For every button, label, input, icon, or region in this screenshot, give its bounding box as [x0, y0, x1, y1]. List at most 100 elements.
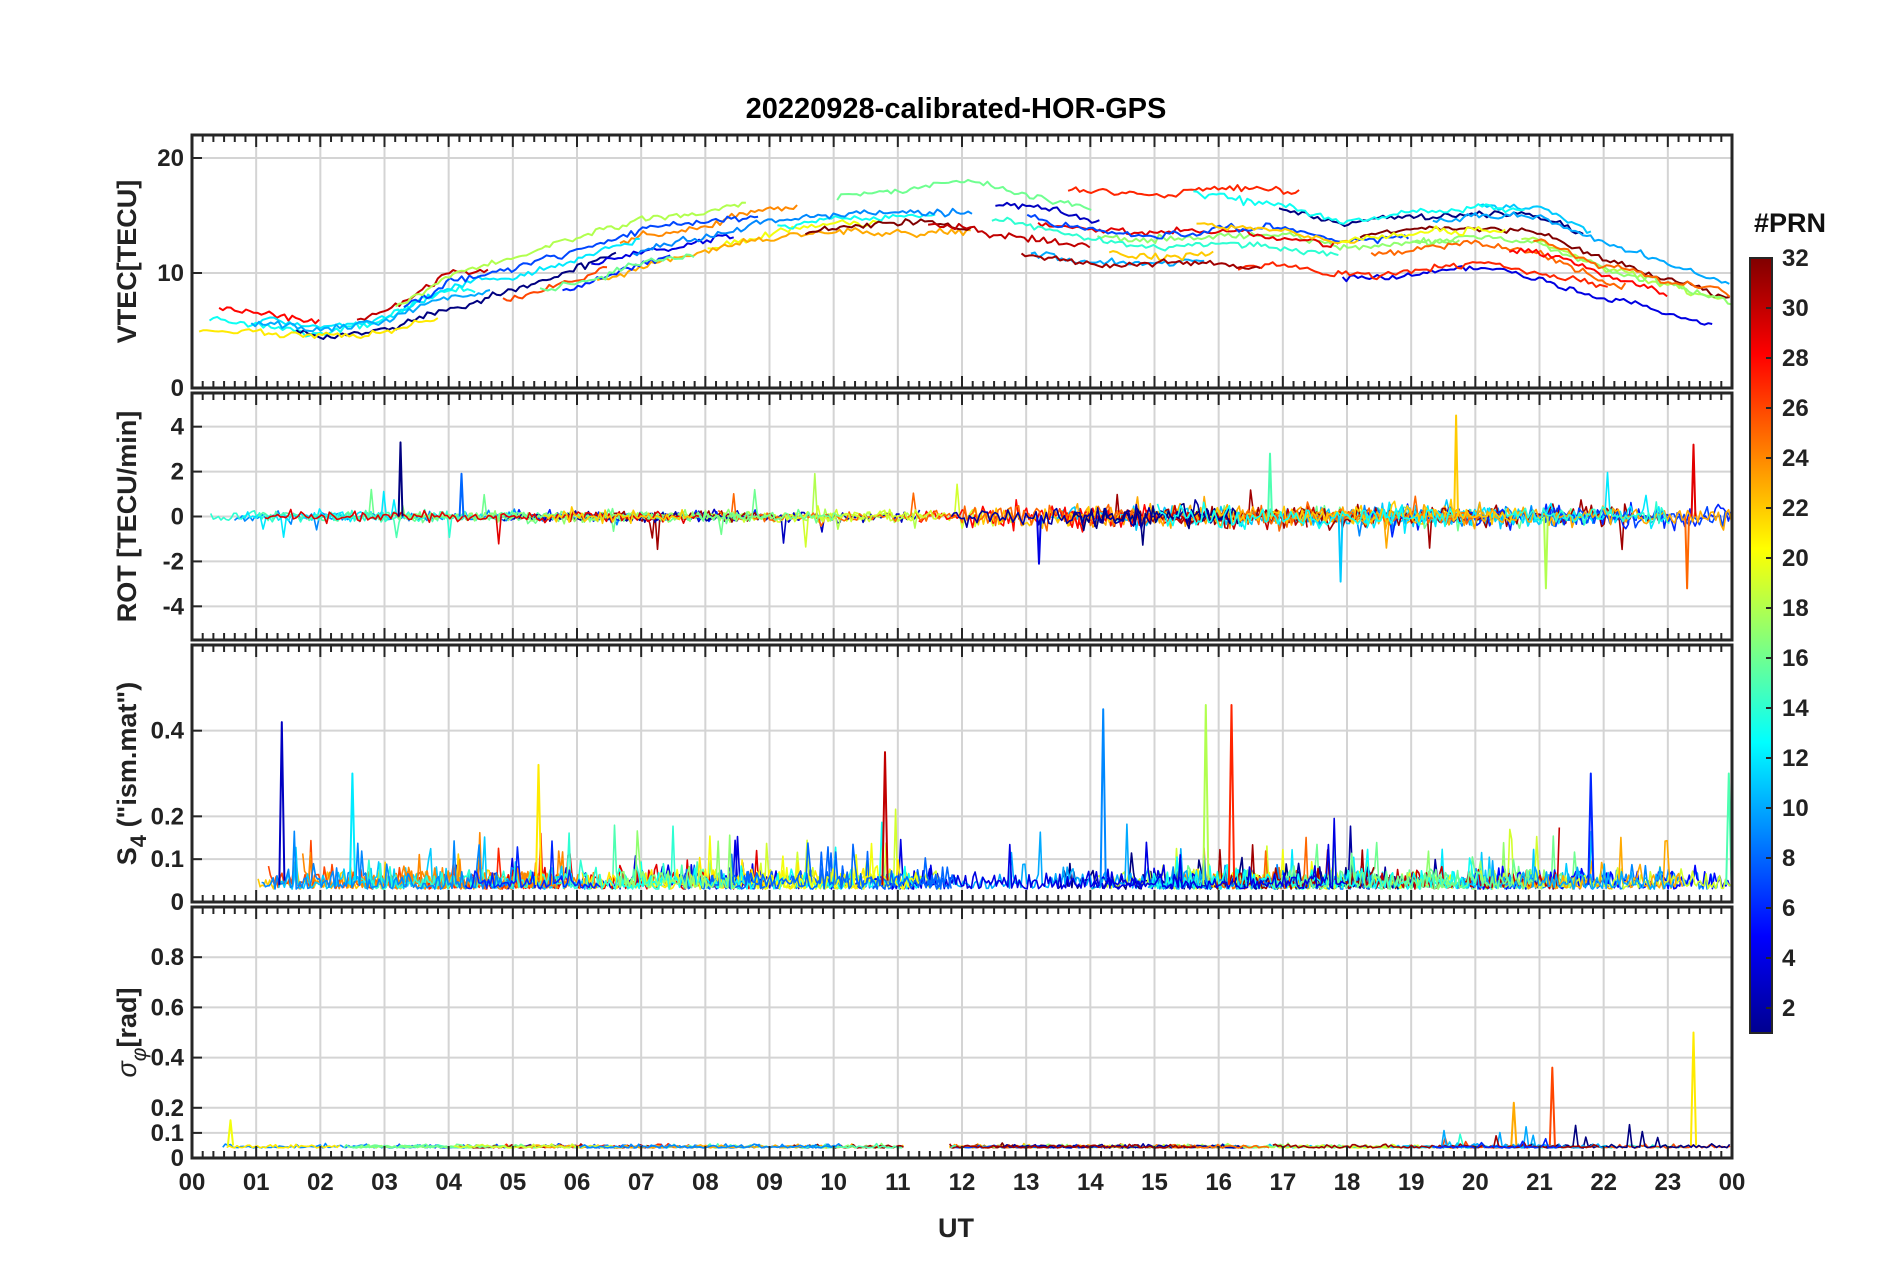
series-line — [1453, 414, 1459, 517]
series-line — [995, 201, 1100, 224]
series-line — [397, 441, 404, 517]
colorbar-tick-label: 4 — [1782, 945, 1796, 972]
series-line — [534, 763, 543, 885]
colorbar-tick-label: 24 — [1782, 445, 1809, 472]
colorbar-tick-label: 14 — [1782, 695, 1809, 722]
colorbar-tick-label: 28 — [1782, 345, 1809, 372]
series-line — [1359, 225, 1730, 299]
x-tick-label: 01 — [243, 1169, 270, 1196]
series-line — [581, 856, 911, 890]
series-line — [1508, 247, 1668, 298]
series-line — [836, 178, 1092, 211]
y-tick-label: 10 — [157, 260, 184, 287]
series-line — [1341, 265, 1713, 326]
series-group — [209, 414, 1732, 590]
x-ticks — [191, 645, 1733, 902]
series-line — [1020, 252, 1261, 270]
series-line — [1548, 1066, 1556, 1146]
series-line — [1193, 190, 1525, 225]
series-line — [1227, 704, 1236, 885]
x-tick-label: 05 — [499, 1169, 526, 1196]
x-ticks — [191, 393, 1733, 640]
series-line — [257, 508, 557, 539]
panel-sigma_phi: 00.10.2 0.4 0.6 0.8σφ[rad] — [112, 905, 1734, 1172]
series-group — [198, 178, 1732, 340]
series-line — [295, 251, 617, 340]
x-tick-label: 22 — [1590, 1169, 1617, 1196]
y-tick-label: 0 — [171, 375, 184, 402]
series-line — [777, 213, 936, 230]
series-line — [881, 751, 889, 885]
x-tick-label: 10 — [820, 1169, 847, 1196]
y-axis-label: S4 ("ism.mat") — [112, 682, 151, 865]
colorbar-tick-label: 18 — [1782, 595, 1809, 622]
series-line — [632, 207, 973, 257]
series-line — [1504, 501, 1670, 526]
series-line — [458, 472, 465, 517]
series-line — [1108, 250, 1214, 262]
colorbar-tick-label: 26 — [1782, 395, 1809, 422]
series-line — [261, 830, 515, 890]
series-line — [1156, 501, 1454, 530]
y-tick-label: 0 — [171, 504, 184, 531]
y-tick-label: 20 — [157, 145, 184, 172]
y-tick-label: 0.4 — [151, 718, 185, 745]
series-line — [218, 306, 320, 325]
x-tick-label: 14 — [1077, 1169, 1104, 1196]
colorbar-tick-label: 12 — [1782, 745, 1809, 772]
grid — [191, 135, 1733, 389]
series-line — [348, 772, 356, 885]
x-tick-label: 00 — [179, 1169, 206, 1196]
series-line — [1543, 516, 1549, 590]
series-line — [543, 506, 693, 525]
x-tick-label: 07 — [628, 1169, 655, 1196]
series-line — [1684, 516, 1690, 590]
x-tick-label: 03 — [371, 1169, 398, 1196]
series-line — [950, 499, 1232, 530]
x-tick-label: 06 — [564, 1169, 591, 1196]
series-line — [779, 505, 945, 523]
x-tick-label: 12 — [949, 1169, 976, 1196]
y-tick-label: 0.4 — [151, 1045, 185, 1072]
series-line — [1587, 772, 1595, 885]
colorbar-tick-label: 8 — [1782, 845, 1795, 872]
y-tick-label: 0.2 — [151, 803, 184, 830]
x-tick-label: 17 — [1269, 1169, 1296, 1196]
series-line — [502, 266, 608, 302]
panel-vtec: 0 10 20 VTEC[TECU] — [112, 133, 1734, 402]
y-tick-label: 0 — [171, 889, 184, 916]
y-tick-label: 0 — [171, 1145, 184, 1172]
colorbar-scale — [1749, 257, 1773, 1034]
y-tick-label: 0.1 — [151, 846, 184, 873]
series-line — [1339, 225, 1506, 244]
series-line — [1337, 516, 1344, 583]
y-axis-label: ROT [TECU/min] — [112, 411, 142, 622]
x-tick-label: 09 — [756, 1169, 783, 1196]
colorbar-tick-label: 6 — [1782, 895, 1795, 922]
x-tick-label: 20 — [1462, 1169, 1489, 1196]
series-line — [226, 1119, 235, 1146]
y-tick-label: 0.6 — [151, 994, 184, 1021]
series-line — [1358, 501, 1732, 531]
series-line — [1533, 238, 1731, 298]
series-line — [1237, 261, 1608, 288]
series-line — [198, 317, 439, 339]
series-line — [991, 216, 1339, 257]
series-line — [1067, 184, 1300, 199]
y-axis-label: VTEC[TECU] — [112, 180, 142, 344]
figure-title: 20220928-calibrated-HOR-GPS — [746, 93, 1167, 125]
colorbar-tick-label: 30 — [1782, 295, 1809, 322]
x-tick-label: 18 — [1334, 1169, 1361, 1196]
series-line — [264, 508, 700, 545]
series-line — [464, 840, 601, 890]
series-line — [804, 218, 972, 236]
x-tick-label: 13 — [1013, 1169, 1040, 1196]
y-tick-label: -4 — [163, 593, 185, 620]
series-line — [1690, 443, 1697, 517]
series-line — [1092, 817, 1347, 890]
y-tick-label: 2 — [171, 459, 184, 486]
series-line — [619, 204, 798, 245]
x-tick-label: 04 — [435, 1169, 462, 1196]
panel-rot: -4 -2 0 2 4 ROT [TECU/min] — [112, 391, 1734, 642]
